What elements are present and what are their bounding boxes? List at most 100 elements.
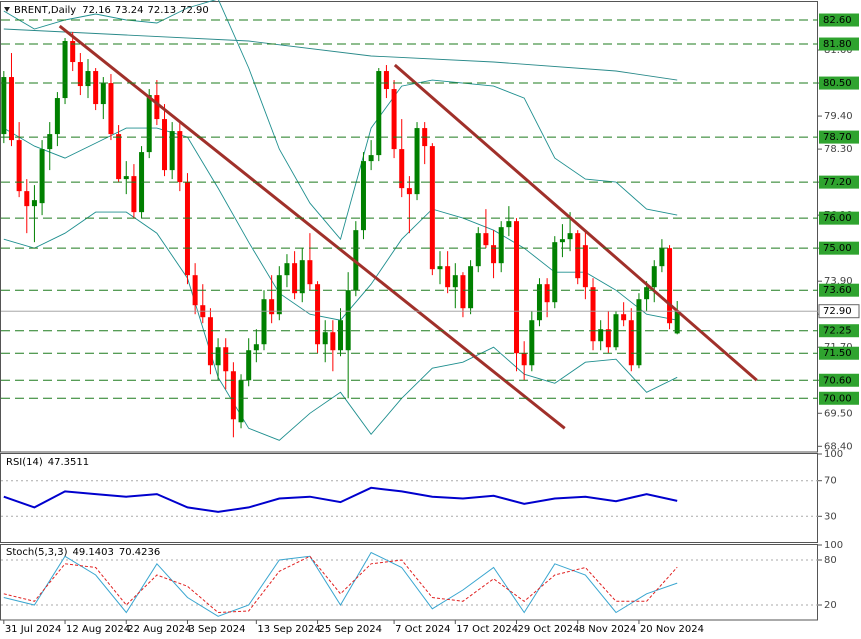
candle-body	[85, 71, 91, 87]
candle-body	[8, 77, 14, 141]
stoch-header: Stoch(5,3,3) 49.1403 70.4236	[6, 547, 160, 558]
candle-body	[621, 314, 627, 321]
candle-body	[299, 260, 305, 294]
candle-body	[437, 266, 443, 270]
candle-body	[93, 71, 99, 105]
candle-body	[360, 161, 366, 231]
x-tick-label: 7 Oct 2024	[395, 624, 450, 635]
level-box	[819, 241, 859, 255]
y-tick-label: 80	[824, 555, 837, 566]
level-box	[819, 283, 859, 297]
candle-body	[70, 41, 76, 63]
candle-body	[276, 275, 282, 315]
candle-body	[207, 317, 213, 366]
candle-body	[376, 71, 382, 156]
y-tick-label: 30	[824, 511, 837, 522]
indicator-line	[3, 211, 678, 441]
candle-body	[1, 77, 7, 135]
candle-body	[77, 62, 83, 87]
candle-body	[468, 266, 474, 309]
level-box	[819, 130, 859, 144]
candle-body	[536, 284, 542, 321]
candle-body	[506, 221, 512, 228]
level-label: 72.25	[823, 326, 852, 337]
level-label: 81.80	[823, 39, 852, 50]
candle-body	[429, 146, 435, 270]
candle-body	[24, 191, 30, 207]
y-tick-label: 79.40	[824, 111, 853, 122]
x-tick-label: 13 Sep 2024	[257, 624, 320, 635]
candle-body	[636, 299, 642, 366]
candle-body	[644, 287, 650, 300]
level-box	[819, 211, 859, 225]
y-tick-label: 100	[824, 540, 843, 551]
x-tick-label: 22 Aug 2024	[127, 624, 191, 635]
candle-body	[307, 260, 313, 285]
y-tick-label: 20	[824, 600, 837, 611]
candle-body	[567, 233, 573, 240]
stoch-d-value: 70.4236	[119, 547, 160, 558]
candle-body	[445, 266, 451, 288]
x-tick-label: 25 Sep 2024	[319, 624, 382, 635]
candle-body	[483, 233, 489, 246]
candle-body	[162, 119, 168, 171]
candle-body	[391, 89, 397, 150]
x-tick-label: 20 Nov 2024	[640, 624, 704, 635]
level-label: 70.60	[823, 375, 852, 386]
candle-body	[659, 248, 665, 267]
candle-body	[491, 245, 497, 264]
candle-body	[54, 98, 60, 135]
candle-body	[590, 287, 596, 342]
candle-body	[651, 266, 657, 288]
level-box	[819, 391, 859, 405]
menu-arrow[interactable]	[4, 7, 10, 12]
level-box	[819, 13, 859, 27]
candle-body	[284, 263, 290, 276]
y-tick-label: 73.90	[824, 276, 853, 287]
candle-body	[292, 263, 298, 294]
candle-body	[575, 233, 581, 279]
candle-body	[39, 149, 45, 204]
trend-line	[58, 24, 566, 430]
y-tick-label: 78.30	[824, 144, 853, 155]
candle-body	[31, 200, 37, 207]
rsi-header: RSI(14) 47.3511	[6, 457, 89, 468]
x-tick-label: 12 Aug 2024	[66, 624, 130, 635]
candle-body	[613, 314, 619, 348]
level-label: 78.70	[823, 132, 852, 143]
header: BRENT,Daily 72.16 73.24 72.13 72.90	[14, 5, 209, 16]
trend-line	[393, 63, 758, 382]
indicator-line	[3, 551, 678, 617]
candle-body	[269, 299, 275, 315]
candle-body	[452, 275, 458, 288]
level-box	[819, 76, 859, 90]
high: 73.24	[115, 5, 144, 16]
candle-body	[261, 299, 267, 345]
candle-body	[498, 227, 504, 264]
rsi-title: RSI(14)	[6, 457, 43, 468]
level-label: 82.60	[823, 15, 852, 26]
candle-body	[322, 332, 328, 345]
candle-body	[47, 134, 53, 150]
x-tick-label: 3 Sep 2024	[188, 624, 245, 635]
candle-body	[475, 233, 481, 267]
candle-body	[238, 380, 244, 423]
candle-body	[315, 284, 321, 345]
x-tick-label: 29 Oct 2024	[518, 624, 580, 635]
indicator-line	[3, 0, 678, 241]
last-price-box	[818, 304, 860, 319]
level-box	[819, 175, 859, 189]
candle-body	[62, 41, 68, 99]
candle-body	[345, 290, 351, 351]
candle-body	[674, 311, 680, 334]
level-label: 75.00	[823, 243, 852, 254]
y-tick-label: 69.50	[824, 408, 853, 419]
stoch-panel	[0, 544, 818, 621]
low: 72.13	[147, 5, 176, 16]
candle-body	[253, 344, 259, 351]
candle-body	[230, 371, 236, 420]
candle-body	[460, 275, 466, 309]
stoch-title: Stoch(5,3,3)	[6, 547, 68, 558]
